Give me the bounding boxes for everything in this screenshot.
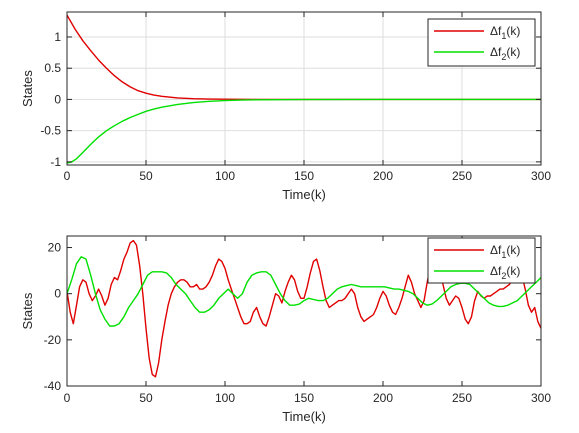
- x-axis-label: Time(k): [282, 187, 326, 202]
- legend-box: [427, 237, 536, 284]
- y-tick-label: -40: [44, 379, 62, 393]
- x-tick-label: 200: [373, 391, 393, 405]
- legend-label-2: Δf2(k): [490, 264, 520, 281]
- x-tick-label: 50: [139, 391, 153, 405]
- x-tick-label: 100: [215, 391, 235, 405]
- x-tick-label: 300: [531, 391, 551, 405]
- y-tick-label: 0.5: [44, 61, 61, 75]
- legend-box: [427, 18, 536, 67]
- legend-label-1: Δf1(k): [490, 243, 520, 260]
- y-axis-label: States: [20, 292, 35, 329]
- y-tick-label: 1: [54, 30, 61, 44]
- legend: Δf1(k) Δf2(k): [427, 237, 536, 284]
- legend-label-2: Δf2(k): [490, 45, 520, 62]
- y-tick-label: -0.5: [40, 124, 61, 138]
- y-axis-label: States: [20, 70, 35, 107]
- y-tick-label: -20: [44, 333, 62, 347]
- chart-2: 0 50 100 150 200 250 300 -40 -20 0 20 Time(k) States…: [20, 235, 551, 424]
- x-tick-label: 0: [64, 169, 71, 183]
- y-tick-label: 0: [54, 287, 61, 301]
- x-tick-label: 100: [215, 169, 235, 183]
- x-tick-label: 200: [373, 169, 393, 183]
- x-tick-label: 50: [139, 169, 153, 183]
- y-tick-label: 0: [54, 92, 61, 106]
- series-line-1: [67, 239, 541, 378]
- x-axis-label: Time(k): [282, 409, 326, 424]
- x-tick-label: 150: [294, 391, 314, 405]
- y-tick-label: 20: [48, 241, 62, 255]
- x-tick-label: 250: [452, 391, 472, 405]
- x-tick-label: 150: [294, 169, 314, 183]
- x-tick-label: 0: [64, 391, 71, 405]
- series-line-2: [67, 98, 541, 164]
- x-tick-label: 300: [531, 169, 551, 183]
- legend-label-1: Δf1(k): [490, 24, 520, 41]
- x-tick-label: 250: [452, 169, 472, 183]
- y-tick-label: -1: [50, 155, 61, 169]
- chart-1: 0 50 100 150 200 250 300 -1 -0.5 0 0.5 1 Time(k) Stat…: [20, 11, 551, 202]
- legend: Δf1(k) Δf2(k): [427, 18, 536, 67]
